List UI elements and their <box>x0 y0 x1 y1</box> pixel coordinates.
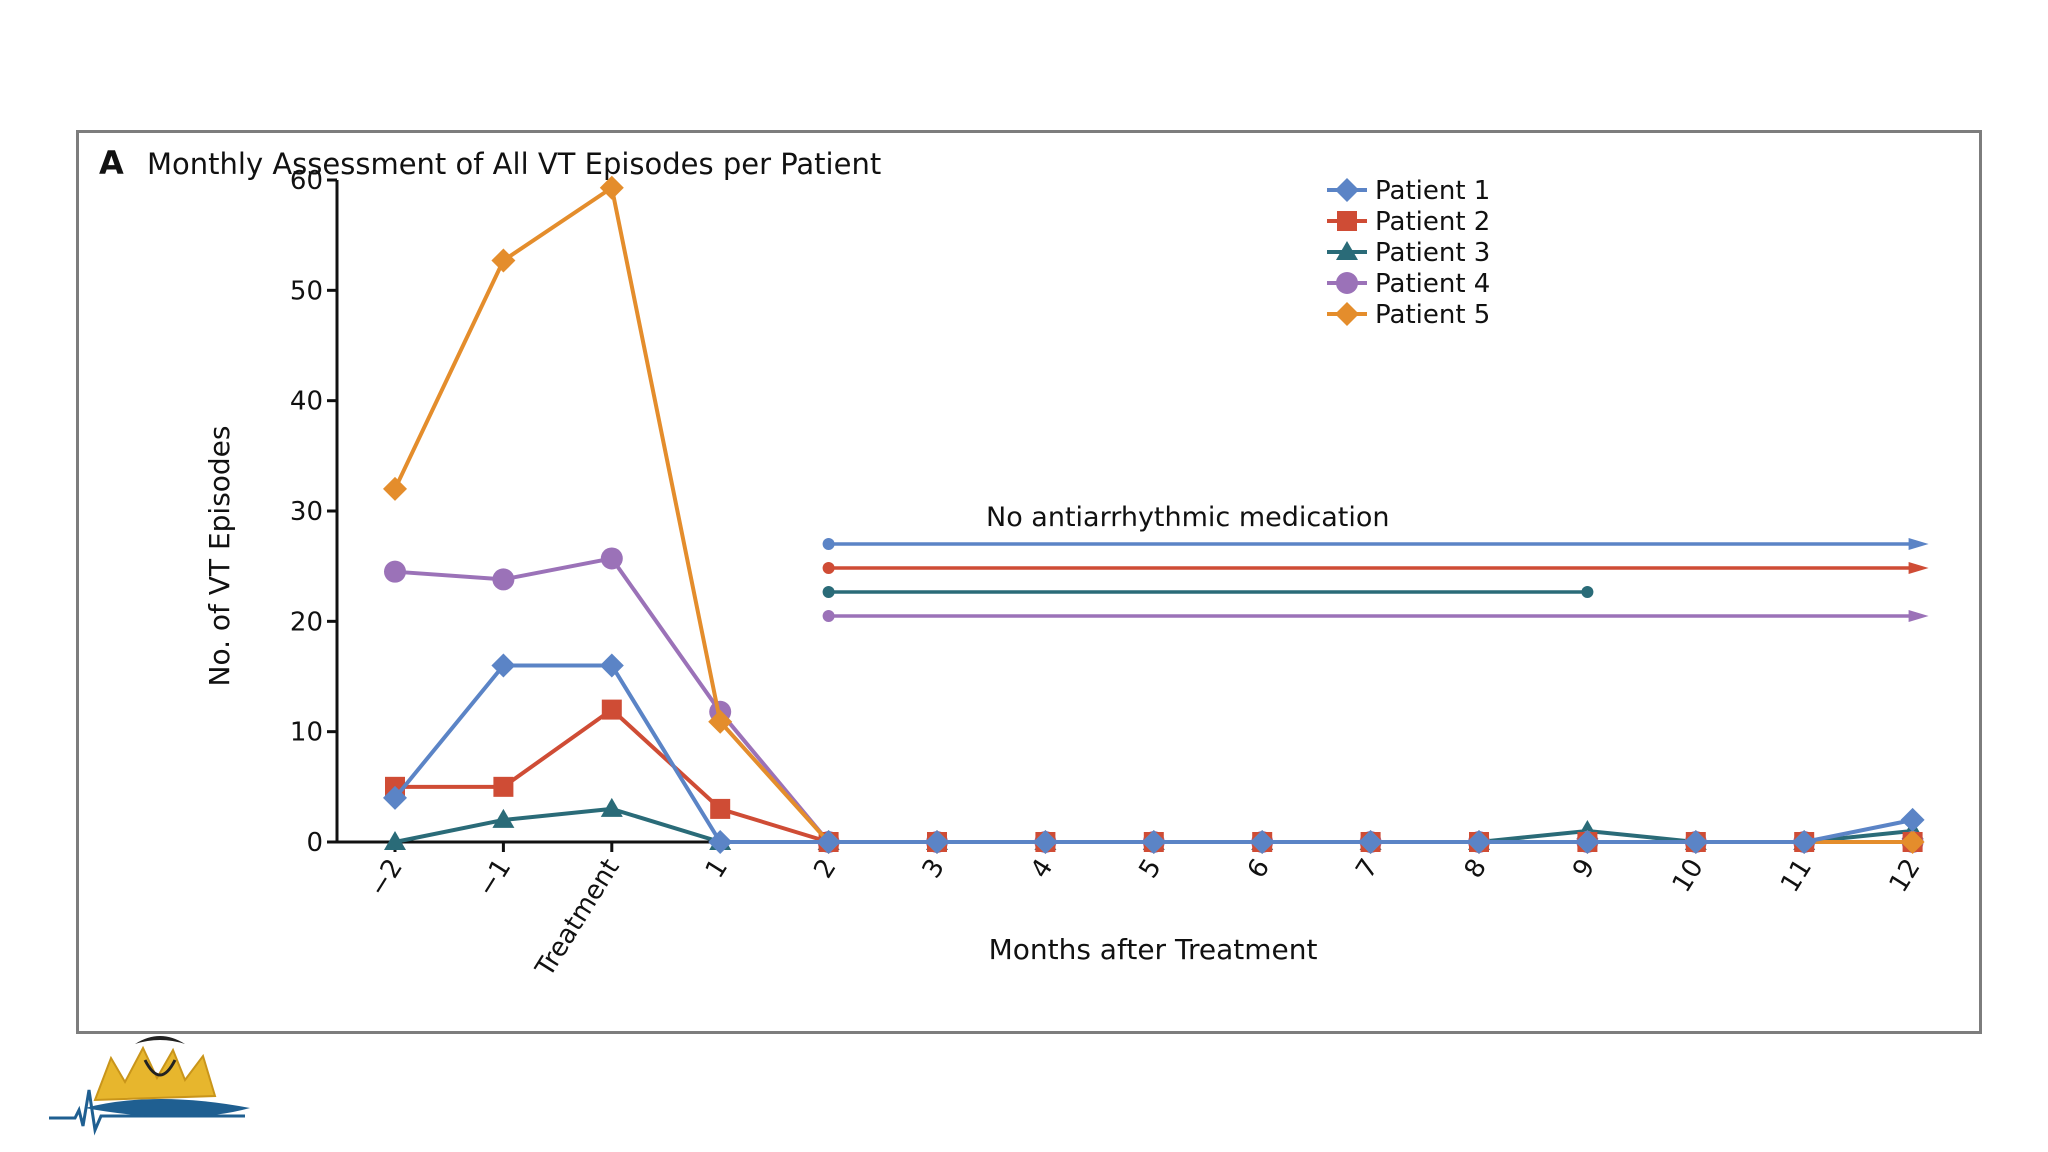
x-tick-label: 12 <box>1884 854 1927 898</box>
data-point-patient-5 <box>383 476 407 501</box>
y-tick-label: 60 <box>290 166 323 196</box>
medication-start-dot-patient-2 <box>822 562 835 574</box>
data-point-patient-1 <box>1467 830 1491 854</box>
data-point-patient-1 <box>1575 830 1600 854</box>
y-tick-label: 30 <box>290 497 323 527</box>
data-point-patient-4 <box>384 560 406 583</box>
data-point-patient-2 <box>493 776 514 797</box>
data-point-patient-3 <box>384 831 406 850</box>
data-point-patient-1 <box>491 653 516 678</box>
y-tick-label: 0 <box>306 828 323 858</box>
legend-label: Patient 5 <box>1375 300 1490 330</box>
medication-arrow-patient-4 <box>1908 610 1929 622</box>
medication-start-dot-patient-3 <box>822 586 835 598</box>
legend-item-patient-2: Patient 2 <box>1327 207 1490 237</box>
data-point-patient-1 <box>1683 830 1708 854</box>
data-point-patient-5 <box>491 248 516 273</box>
logo <box>49 1036 250 1136</box>
x-tick-label: 6 <box>1242 854 1276 884</box>
x-axis-label: Months after Treatment <box>989 933 1318 966</box>
x-tick-label: 3 <box>917 854 951 884</box>
data-point-patient-1 <box>599 653 624 678</box>
data-point-patient-1 <box>816 830 841 854</box>
y-tick-label: 50 <box>290 276 323 306</box>
y-tick-label: 20 <box>290 607 323 637</box>
y-tick-label: 10 <box>290 718 323 748</box>
legend-item-patient-4: Patient 4 <box>1327 269 1490 299</box>
data-point-patient-3 <box>600 797 623 817</box>
series-patient-1 <box>383 653 1925 854</box>
data-point-patient-3 <box>492 808 515 828</box>
x-tick-label: 5 <box>1134 854 1168 884</box>
data-point-patient-1 <box>1250 830 1275 854</box>
data-point-patient-1 <box>1033 830 1058 854</box>
x-tick-label: 4 <box>1025 854 1059 884</box>
x-tick-label: 1 <box>700 854 734 884</box>
medication-arrow-patient-1 <box>1908 538 1929 550</box>
legend-item-patient-1: Patient 1 <box>1327 176 1490 206</box>
medication-start-dot-patient-4 <box>822 610 835 622</box>
x-tick-label: 2 <box>808 854 842 884</box>
data-point-patient-1 <box>1141 830 1166 854</box>
legend-marker <box>1335 302 1359 326</box>
x-tick-label: 10 <box>1667 854 1710 898</box>
data-point-patient-5 <box>708 709 733 734</box>
data-point-patient-2 <box>710 798 731 819</box>
medication-end-dot-patient-3 <box>1581 586 1594 598</box>
series-line-patient-4 <box>394 556 1913 844</box>
data-point-patient-4 <box>600 547 623 570</box>
x-tick-label: −2 <box>363 854 409 902</box>
data-point-patient-2 <box>601 699 622 720</box>
y-axis-label: No. of VT Episodes <box>203 426 236 687</box>
medication-arrow-patient-2 <box>1908 562 1929 574</box>
series-line-patient-1 <box>393 663 1913 844</box>
legend-item-patient-5: Patient 5 <box>1327 300 1490 330</box>
legend-label: Patient 1 <box>1375 176 1490 206</box>
figure-frame: A Monthly Assessment of All VT Episodes … <box>76 130 1982 1034</box>
medication-start-dot-patient-1 <box>822 538 835 550</box>
medication-bars <box>822 538 1929 622</box>
panel-letter: A <box>99 144 124 182</box>
legend-item-patient-3: Patient 3 <box>1327 238 1490 268</box>
legend-marker <box>1336 272 1358 294</box>
series-group <box>383 175 1925 854</box>
series-patient-2 <box>385 699 1923 852</box>
data-point-patient-5 <box>1900 830 1925 854</box>
legend-marker <box>1336 241 1358 260</box>
x-tick-label: −1 <box>472 854 518 902</box>
legend-label: Patient 3 <box>1375 238 1490 268</box>
legend-label: Patient 2 <box>1375 207 1490 237</box>
data-point-patient-1 <box>1358 830 1383 854</box>
series-line-patient-2 <box>395 707 1913 844</box>
x-tick-label: 11 <box>1775 854 1818 898</box>
data-point-patient-1 <box>708 830 733 854</box>
x-tick-label: 9 <box>1567 854 1601 884</box>
data-point-patient-1 <box>1792 830 1817 854</box>
data-point-patient-5 <box>599 175 624 200</box>
x-tick-label: Treatment <box>530 854 626 983</box>
legend-marker <box>1337 211 1357 231</box>
legend-marker <box>1335 178 1359 202</box>
medication-annotation: No antiarrhythmic medication <box>986 502 1390 533</box>
data-point-patient-1 <box>1900 807 1925 832</box>
data-point-patient-1 <box>925 830 949 854</box>
y-tick-label: 40 <box>290 387 323 417</box>
x-tick-label: 7 <box>1350 854 1384 884</box>
data-point-patient-4 <box>492 568 515 591</box>
chart-title: Monthly Assessment of All VT Episodes pe… <box>147 147 881 181</box>
x-tick-label: 8 <box>1459 854 1493 884</box>
data-point-patient-1 <box>383 785 407 810</box>
line-chart: A Monthly Assessment of All VT Episodes … <box>99 144 1929 983</box>
legend-label: Patient 4 <box>1375 269 1490 299</box>
